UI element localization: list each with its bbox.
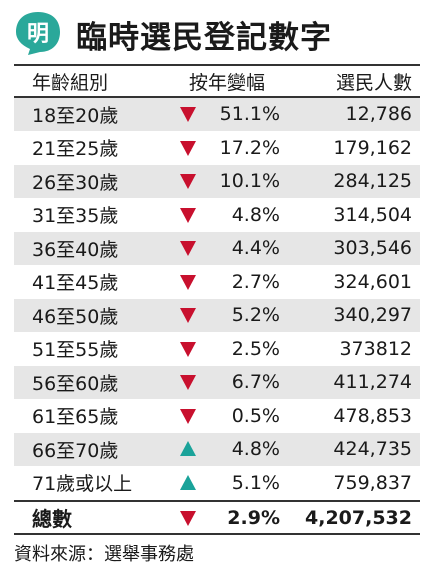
- table-row: 66至70歲 4.8% 424,735: [14, 433, 420, 467]
- age-group-cell: 56至60歲: [32, 372, 119, 395]
- source-note: 資料來源：選舉事務處: [14, 544, 194, 565]
- age-group-cell: 61至65歲: [32, 406, 119, 429]
- column-header-change: 按年變幅: [188, 71, 265, 94]
- down-arrow-icon: [180, 107, 196, 123]
- age-group-cell: 46至50歲: [32, 305, 119, 328]
- up-arrow-icon: [180, 474, 196, 490]
- table-row: 41至45歲 2.7% 324,601: [14, 266, 420, 299]
- total-change-cell: 2.9%: [174, 502, 280, 533]
- change-value: 10.1%: [219, 170, 280, 193]
- change-value: 0.5%: [231, 404, 280, 427]
- table-row: 31至35歲 4.8% 314,504: [14, 199, 420, 232]
- down-arrow-icon: [180, 274, 196, 290]
- down-arrow-icon: [180, 510, 196, 526]
- table-header-row: 年齡組別 按年變幅 選民人數: [14, 64, 420, 98]
- total-label: 總數: [32, 507, 72, 531]
- age-group-cell: 21至25歲: [32, 138, 119, 161]
- change-cell: 10.1%: [174, 165, 280, 198]
- total-voters: 4,207,532: [305, 506, 412, 529]
- total-change: 2.9%: [227, 506, 280, 529]
- age-group-cell: 31至35歲: [32, 205, 119, 228]
- voters-cell: 373812: [339, 337, 412, 360]
- up-arrow-icon: [180, 441, 196, 457]
- voters-cell: 411,274: [333, 371, 412, 394]
- change-cell: 17.2%: [174, 132, 280, 165]
- ming-pao-logo: 明: [16, 12, 60, 55]
- total-row: 總數 2.9% 4,207,532: [14, 500, 420, 535]
- down-arrow-icon: [180, 241, 196, 257]
- change-cell: 51.1%: [174, 98, 280, 131]
- change-value: 4.4%: [231, 237, 280, 260]
- voters-cell: 314,504: [333, 203, 412, 226]
- voters-cell: 324,601: [333, 270, 412, 293]
- table-row: 18至20歲 51.1% 12,786: [14, 98, 420, 132]
- down-arrow-icon: [180, 408, 196, 424]
- change-cell: 5.2%: [174, 299, 280, 332]
- age-group-cell: 26至30歲: [32, 171, 119, 194]
- table-row: 51至55歲 2.5% 373812: [14, 333, 420, 366]
- table-row: 56至60歲 6.7% 411,274: [14, 366, 420, 400]
- column-header-voters: 選民人數: [335, 71, 412, 94]
- down-arrow-icon: [180, 375, 196, 391]
- down-arrow-icon: [180, 140, 196, 156]
- table-row: 61至65歲 0.5% 478,853: [14, 400, 420, 433]
- table-row: 26至30歲 10.1% 284,125: [14, 165, 420, 199]
- age-group-cell: 71歲或以上: [32, 473, 133, 496]
- age-group-cell: 51至55歲: [32, 339, 119, 362]
- voters-cell: 303,546: [333, 237, 412, 260]
- change-cell: 5.1%: [174, 467, 280, 500]
- table-row: 36至40歲 4.4% 303,546: [14, 232, 420, 266]
- voters-cell: 340,297: [333, 304, 412, 327]
- age-group-cell: 41至45歲: [32, 272, 119, 295]
- change-cell: 6.7%: [174, 366, 280, 399]
- change-value: 4.8%: [231, 438, 280, 461]
- age-group-cell: 36至40歲: [32, 238, 119, 261]
- voters-cell: 424,735: [333, 438, 412, 461]
- change-value: 5.2%: [231, 304, 280, 327]
- down-arrow-icon: [180, 341, 196, 357]
- table-row: 46至50歲 5.2% 340,297: [14, 299, 420, 333]
- change-value: 17.2%: [219, 136, 280, 159]
- table-body: 18至20歲 51.1% 12,786 21至25歲 17.2% 179,162 26至30…: [14, 98, 420, 500]
- change-value: 4.8%: [231, 203, 280, 226]
- age-group-cell: 66至70歲: [32, 439, 119, 462]
- voter-table: 年齡組別 按年變幅 選民人數 18至20歲 51.1% 12,786 21至25歲 17…: [14, 64, 420, 535]
- voters-cell: 478,853: [333, 404, 412, 427]
- change-value: 2.5%: [231, 337, 280, 360]
- header: 明 臨時選民登記數字: [0, 0, 430, 64]
- change-cell: 2.5%: [174, 333, 280, 366]
- table-row: 21至25歲 17.2% 179,162: [14, 132, 420, 165]
- voters-cell: 179,162: [333, 136, 412, 159]
- change-value: 51.1%: [219, 103, 280, 126]
- logo-char: 明: [27, 22, 49, 47]
- change-cell: 4.8%: [174, 433, 280, 466]
- down-arrow-icon: [180, 174, 196, 190]
- change-cell: 4.8%: [174, 199, 280, 232]
- change-value: 5.1%: [231, 471, 280, 494]
- page-title: 臨時選民登記數字: [76, 20, 332, 56]
- age-group-cell: 18至20歲: [32, 104, 119, 127]
- change-cell: 2.7%: [174, 266, 280, 299]
- change-value: 2.7%: [231, 270, 280, 293]
- down-arrow-icon: [180, 308, 196, 324]
- down-arrow-icon: [180, 207, 196, 223]
- voters-cell: 12,786: [345, 103, 412, 126]
- voters-cell: 284,125: [333, 170, 412, 193]
- voters-cell: 759,837: [333, 471, 412, 494]
- table-row: 71歲或以上 5.1% 759,837: [14, 467, 420, 500]
- change-cell: 0.5%: [174, 400, 280, 433]
- change-cell: 4.4%: [174, 232, 280, 265]
- change-value: 6.7%: [231, 371, 280, 394]
- column-header-age-group: 年齡組別: [32, 71, 109, 94]
